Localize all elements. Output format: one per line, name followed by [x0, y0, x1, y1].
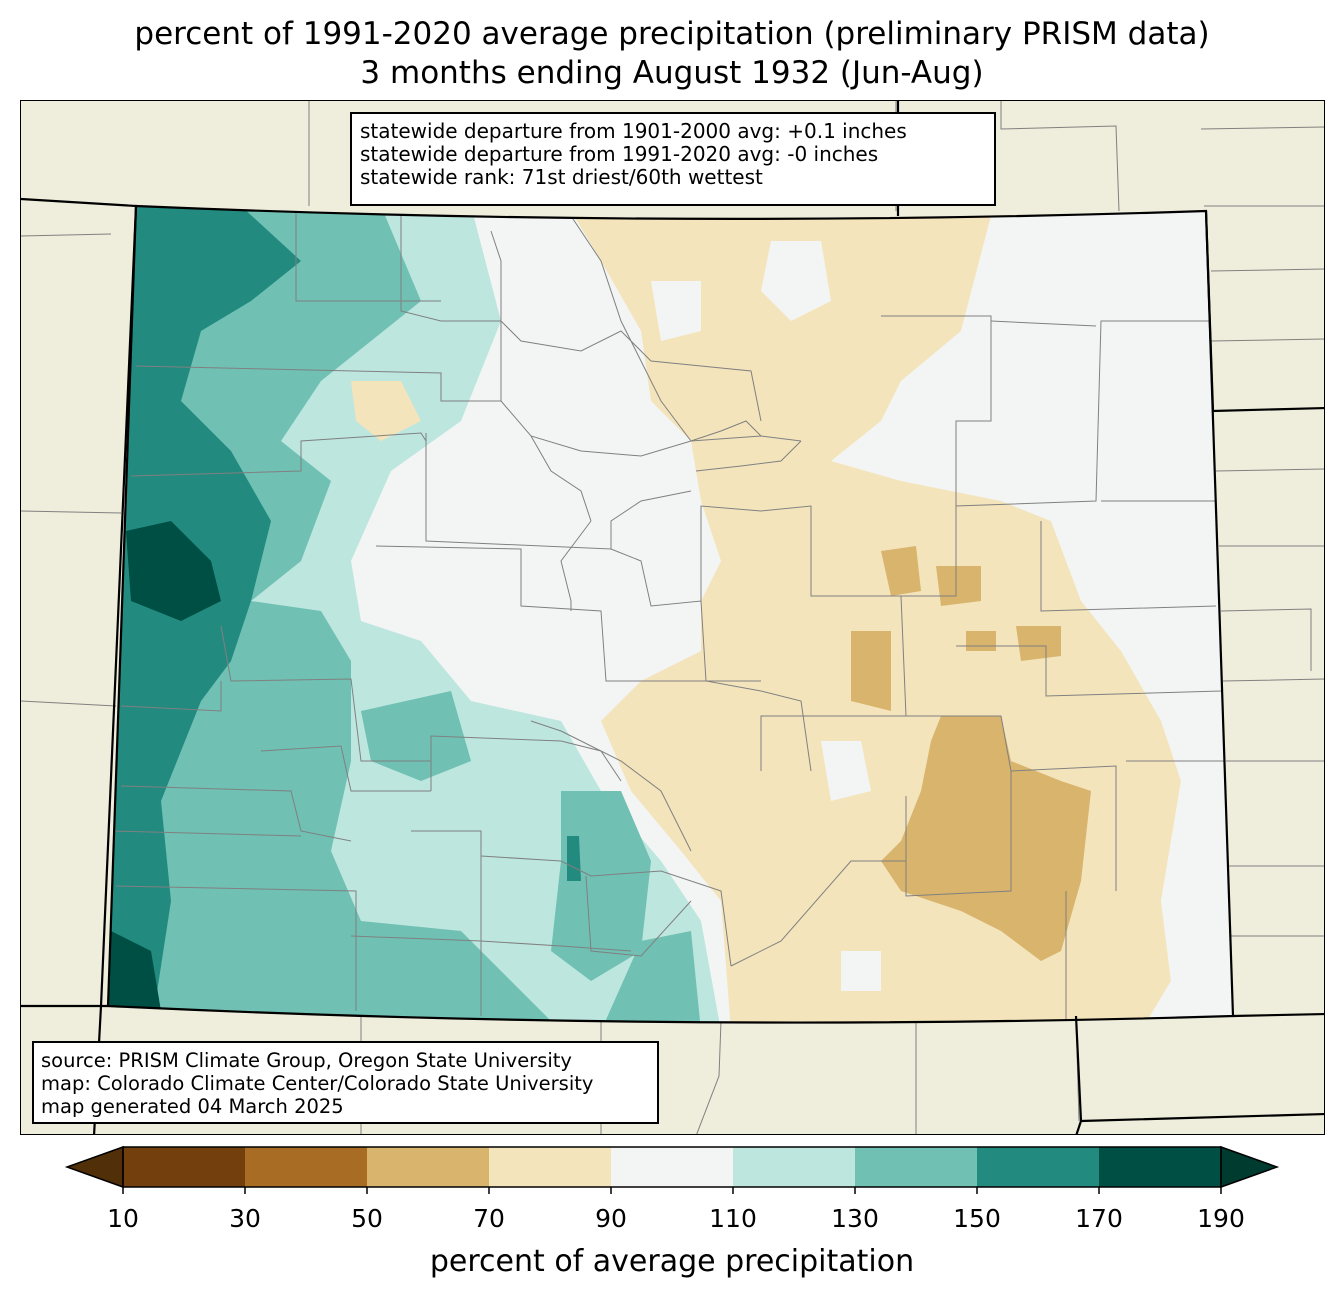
precipitation-contours	[108, 206, 1233, 1023]
colorbar-bin-170-190	[1099, 1147, 1222, 1187]
colorbar-outline	[122, 1146, 1222, 1188]
precipitation-map	[21, 101, 1324, 1134]
statewide-stats-box: statewide departure from 1901-2000 avg: …	[350, 112, 996, 206]
colorbar-over-arrow	[1220, 1145, 1280, 1189]
stats-departure-1991-2020: statewide departure from 1991-2020 avg: …	[360, 142, 879, 166]
map-title-line-1: percent of 1991-2020 average precipitati…	[134, 16, 1210, 52]
colorbar-tick-label: 10	[107, 1204, 139, 1233]
colorbar-tick-label: 70	[473, 1204, 505, 1233]
colorbar-tick-label: 50	[351, 1204, 383, 1233]
stats-rank: statewide rank: 71st driest/60th wettest	[360, 165, 763, 189]
colorbar-bin-150-170	[977, 1147, 1100, 1187]
colorbar-bin-50-70	[367, 1147, 490, 1187]
colorbar-bin-110-130	[733, 1147, 856, 1187]
stats-departure-1901-2000: statewide departure from 1901-2000 avg: …	[360, 119, 907, 143]
colorbar-tick-label: 150	[953, 1204, 1001, 1233]
colorbar-bin-90-110	[611, 1147, 734, 1187]
map-credit-line: map: Colorado Climate Center/Colorado St…	[41, 1072, 594, 1095]
source-line: source: PRISM Climate Group, Oregon Stat…	[41, 1049, 572, 1072]
colorbar-bin-70-90	[489, 1147, 612, 1187]
county-lines	[110, 209, 1226, 1021]
colorbar-bin-130-150	[855, 1147, 978, 1187]
colorado-state-boundary	[106, 204, 1235, 1024]
colorbar-tick-label: 90	[595, 1204, 627, 1233]
neighbor-state-boundaries	[21, 101, 1324, 1134]
colorbar-tick-label: 110	[709, 1204, 757, 1233]
colorbar-tick-label: 190	[1197, 1204, 1245, 1233]
colorbar-bin-10-30	[123, 1147, 246, 1187]
colorbar	[64, 1145, 1280, 1194]
colorbar-bin-30-50	[245, 1147, 368, 1187]
colorbar-tick-label: 30	[229, 1204, 261, 1233]
map-panel	[20, 100, 1325, 1135]
colorbar-ticks	[122, 1187, 1222, 1194]
colorbar-under-arrow	[64, 1145, 124, 1189]
generated-date-line: map generated 04 March 2025	[41, 1095, 344, 1118]
colorbar-tick-label: 170	[1075, 1204, 1123, 1233]
source-credits-box: source: PRISM Climate Group, Oregon Stat…	[32, 1041, 659, 1124]
colorbar-tick-label: 130	[831, 1204, 879, 1233]
map-title-line-2: 3 months ending August 1932 (Jun-Aug)	[360, 55, 984, 91]
colorbar-bins	[123, 1147, 1222, 1187]
colorbar-label: percent of average precipitation	[429, 1244, 915, 1279]
